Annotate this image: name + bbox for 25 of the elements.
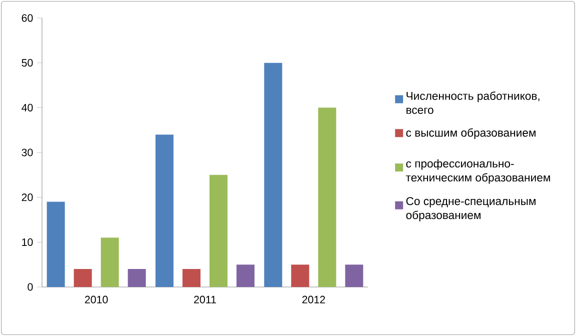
x-tick-label: 2011 [194, 296, 216, 304]
bar [182, 269, 200, 287]
bar [291, 264, 310, 287]
bar [318, 108, 336, 287]
bar [264, 62, 282, 287]
legend-label: с высшим образованием [406, 128, 536, 139]
bar [128, 269, 146, 287]
bar [100, 238, 119, 287]
x-tick-label: 2010 [85, 296, 108, 304]
y-tick-label: 50 [22, 59, 33, 67]
y-tick-label: 10 [22, 238, 33, 246]
legend-label: с профессионально-техническим образованием [406, 159, 550, 184]
bar [210, 174, 228, 287]
y-tick-label: 60 [22, 14, 33, 22]
bar [156, 134, 174, 287]
y-tick-label: 0 [28, 283, 33, 291]
bar [46, 202, 65, 287]
bar [236, 264, 254, 287]
bar [74, 269, 92, 287]
y-tick-label: 20 [22, 194, 33, 202]
y-tick-label: 30 [22, 148, 33, 156]
x-tick-label: 2012 [302, 296, 325, 304]
legend-label: Со средне-специальным образованием [406, 197, 536, 222]
bar [345, 264, 364, 287]
y-tick-label: 40 [22, 104, 33, 112]
